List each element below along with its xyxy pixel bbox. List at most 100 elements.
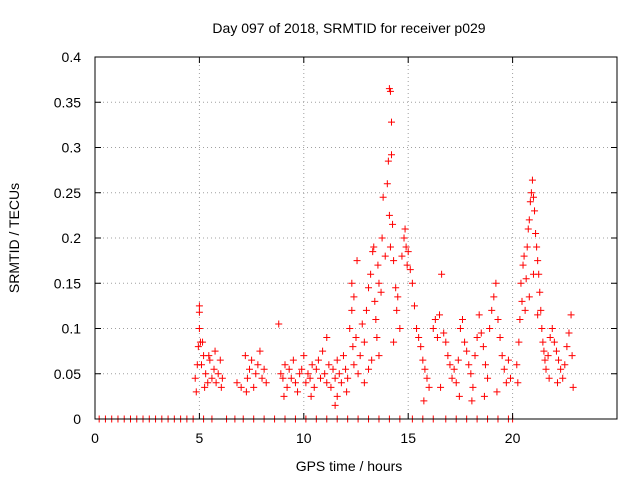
- data-point: [348, 306, 356, 314]
- data-point: [308, 361, 316, 369]
- data-point: [521, 306, 529, 314]
- data-point: [283, 383, 291, 391]
- data-point: [386, 243, 394, 251]
- data-point: [362, 306, 370, 314]
- data-point: [360, 338, 368, 346]
- data-point: [344, 374, 352, 382]
- data-point: [450, 365, 458, 373]
- data-point: [387, 118, 395, 126]
- y-tick-label: 0.1: [62, 321, 82, 337]
- data-point: [544, 352, 552, 360]
- data-point: [410, 302, 418, 310]
- data-point: [537, 306, 545, 314]
- data-point: [437, 383, 445, 391]
- data-point: [477, 329, 485, 337]
- data-point: [545, 374, 553, 382]
- axis-ticks: 0 0.05 0.1 0.15 0.2 0.25 0.3 0.35 0.4 0 5 10 15 20: [54, 49, 617, 446]
- data-point: [408, 279, 416, 287]
- data-point: [475, 311, 483, 319]
- data-point: [546, 334, 554, 342]
- data-point: [291, 379, 299, 387]
- data-point: [310, 383, 318, 391]
- data-point: [488, 306, 496, 314]
- data-point: [493, 388, 501, 396]
- data-point: [237, 383, 245, 391]
- data-point: [531, 207, 539, 215]
- data-point: [444, 352, 452, 360]
- data-point: [398, 252, 406, 260]
- data-point: [212, 379, 220, 387]
- data-point: [479, 343, 487, 351]
- data-point: [552, 347, 560, 355]
- y-tick-label: 0.2: [62, 230, 82, 246]
- chart-title: Day 097 of 2018, SRMTID for receiver p02…: [212, 20, 485, 36]
- data-point: [484, 374, 492, 382]
- data-point: [254, 361, 262, 369]
- data-point: [490, 293, 498, 301]
- data-point: [555, 356, 563, 364]
- data-point: [502, 379, 510, 387]
- data-point: [523, 243, 531, 251]
- data-point: [321, 370, 329, 378]
- data-point: [553, 379, 561, 387]
- data-point: [452, 379, 460, 387]
- data-point: [403, 261, 411, 269]
- data-point: [393, 306, 401, 314]
- y-tick-label: 0.3: [62, 140, 82, 156]
- y-tick-label: 0.15: [54, 275, 81, 291]
- data-point: [353, 257, 361, 265]
- data-point: [529, 193, 537, 201]
- data-point: [346, 325, 354, 332]
- data-point: [565, 329, 573, 337]
- data-point: [352, 334, 360, 342]
- data-point: [371, 297, 379, 305]
- data-point: [327, 383, 335, 391]
- data-point: [541, 356, 549, 364]
- data-point: [507, 374, 515, 382]
- data-point: [467, 370, 475, 378]
- data-point: [536, 288, 544, 296]
- data-point: [289, 356, 297, 364]
- data-point: [210, 365, 218, 373]
- data-point: [526, 198, 534, 206]
- data-point: [199, 338, 207, 346]
- data-point: [532, 229, 540, 237]
- data-point: [280, 392, 288, 400]
- data-point: [335, 370, 343, 378]
- data-point: [540, 347, 548, 355]
- data-point: [385, 211, 393, 219]
- x-tick-label: 10: [296, 430, 312, 446]
- data-point: [211, 347, 219, 355]
- data-points: [95, 85, 577, 423]
- data-point: [256, 347, 264, 355]
- data-point: [300, 352, 308, 360]
- data-point: [390, 338, 398, 346]
- data-point: [287, 374, 295, 382]
- data-point: [373, 334, 381, 342]
- data-point: [208, 374, 216, 382]
- data-point: [194, 343, 202, 351]
- data-point: [201, 383, 209, 391]
- data-point: [360, 379, 368, 387]
- data-point: [302, 379, 310, 387]
- data-point: [356, 352, 364, 360]
- data-point: [496, 334, 504, 342]
- data-point: [431, 315, 439, 323]
- x-tick-label: 20: [505, 430, 521, 446]
- data-point: [455, 392, 463, 400]
- data-point: [534, 257, 542, 265]
- data-point: [517, 279, 525, 287]
- data-point: [515, 338, 523, 346]
- data-point: [440, 329, 448, 337]
- data-point: [419, 356, 427, 364]
- data-point: [469, 383, 477, 391]
- y-axis-label: SRMTID / TECUs: [6, 183, 22, 293]
- data-point: [448, 374, 456, 382]
- data-point: [456, 325, 464, 332]
- data-point: [323, 379, 331, 387]
- data-point: [390, 257, 398, 265]
- data-point: [504, 356, 512, 364]
- data-point: [417, 343, 425, 351]
- data-point: [401, 225, 409, 233]
